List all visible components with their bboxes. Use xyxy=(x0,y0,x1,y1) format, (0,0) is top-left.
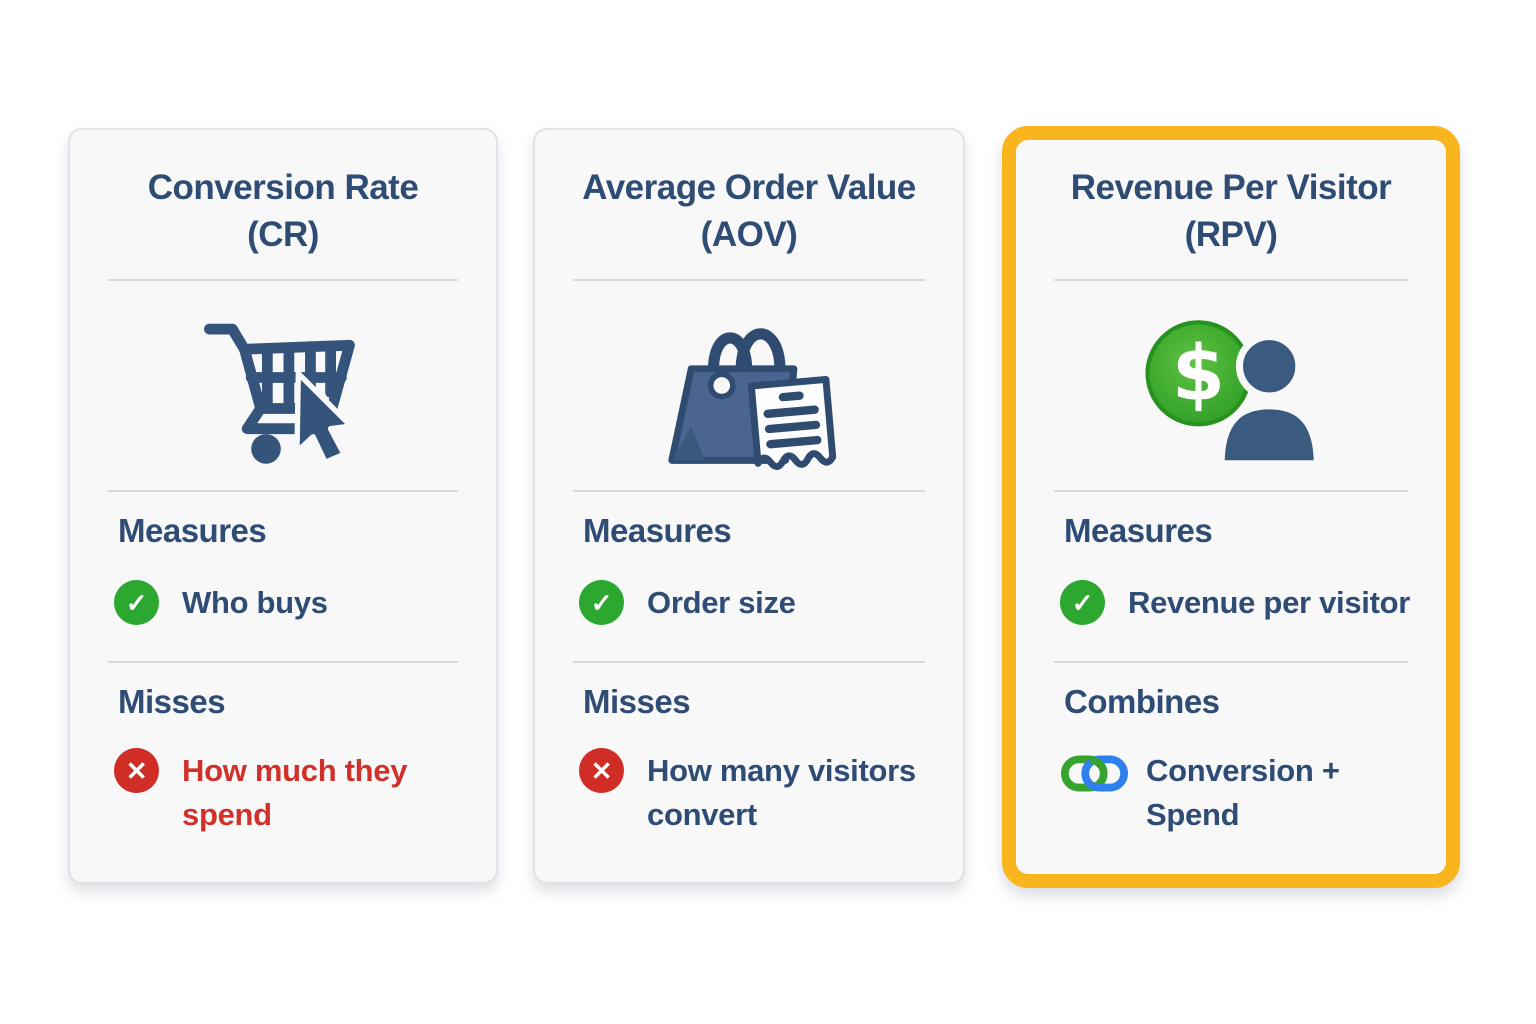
linked-rings-icon xyxy=(1060,750,1128,808)
shopping-cart-cursor-icon xyxy=(70,293,496,488)
card-average-order-value: Average Order Value (AOV) xyxy=(533,128,965,884)
card-revenue-per-visitor-highlighted: Revenue Per Visitor (RPV) $ Measures ✓ Re… xyxy=(1002,126,1460,888)
card-title-line2: (RPV) xyxy=(1184,215,1278,254)
card-title-line1: Average Order Value xyxy=(582,168,916,207)
divider xyxy=(573,661,925,663)
check-circle-icon: ✓ xyxy=(579,580,624,625)
divider xyxy=(573,490,925,492)
card-conversion-rate: Conversion Rate (CR) Measures ✓ Who buys xyxy=(68,128,498,884)
measures-item: ✓ Revenue per visitor xyxy=(1060,580,1420,625)
card-title-line1: Conversion Rate xyxy=(147,168,419,207)
measures-item-text: Who buys xyxy=(182,585,328,620)
misses-item: ✕ How much they spend xyxy=(114,748,470,837)
divider xyxy=(573,279,925,281)
divider xyxy=(108,490,458,492)
misses-heading: Misses xyxy=(583,683,691,720)
card-title: Conversion Rate (CR) xyxy=(80,164,486,258)
misses-heading: Misses xyxy=(118,683,226,720)
misses-item-text: How many visitors convert xyxy=(647,753,916,832)
cross-circle-icon: ✕ xyxy=(579,748,624,793)
svg-text:$: $ xyxy=(1172,330,1225,419)
measures-heading: Measures xyxy=(1064,512,1213,549)
measures-heading: Measures xyxy=(583,512,732,549)
misses-item: ✕ How many visitors convert xyxy=(579,748,937,837)
combines-heading: Combines xyxy=(1064,683,1220,720)
misses-item-text: How much they spend xyxy=(182,753,408,832)
measures-item: ✓ Who buys xyxy=(114,580,470,625)
shopping-bag-receipt-icon xyxy=(535,293,963,488)
divider xyxy=(108,279,458,281)
cross-circle-icon: ✕ xyxy=(114,748,159,793)
combines-item-text: Conversion + Spend xyxy=(1146,753,1340,832)
check-circle-icon: ✓ xyxy=(114,580,159,625)
check-circle-icon: ✓ xyxy=(1060,580,1105,625)
card-title: Revenue Per Visitor (RPV) xyxy=(1026,164,1436,258)
dollar-person-icon: $ xyxy=(1016,293,1446,488)
combines-item: Conversion + Spend xyxy=(1060,748,1420,837)
divider xyxy=(1054,661,1408,663)
card-title-line2: (CR) xyxy=(247,215,319,254)
divider xyxy=(108,661,458,663)
card-title-line2: (AOV) xyxy=(700,215,798,254)
card-title: Average Order Value (AOV) xyxy=(545,164,953,258)
divider xyxy=(1054,279,1408,281)
measures-heading: Measures xyxy=(118,512,267,549)
divider xyxy=(1054,490,1408,492)
measures-item-text: Revenue per visitor xyxy=(1128,585,1411,620)
measures-item-text: Order size xyxy=(647,585,796,620)
card-title-line1: Revenue Per Visitor xyxy=(1070,168,1392,207)
measures-item: ✓ Order size xyxy=(579,580,937,625)
